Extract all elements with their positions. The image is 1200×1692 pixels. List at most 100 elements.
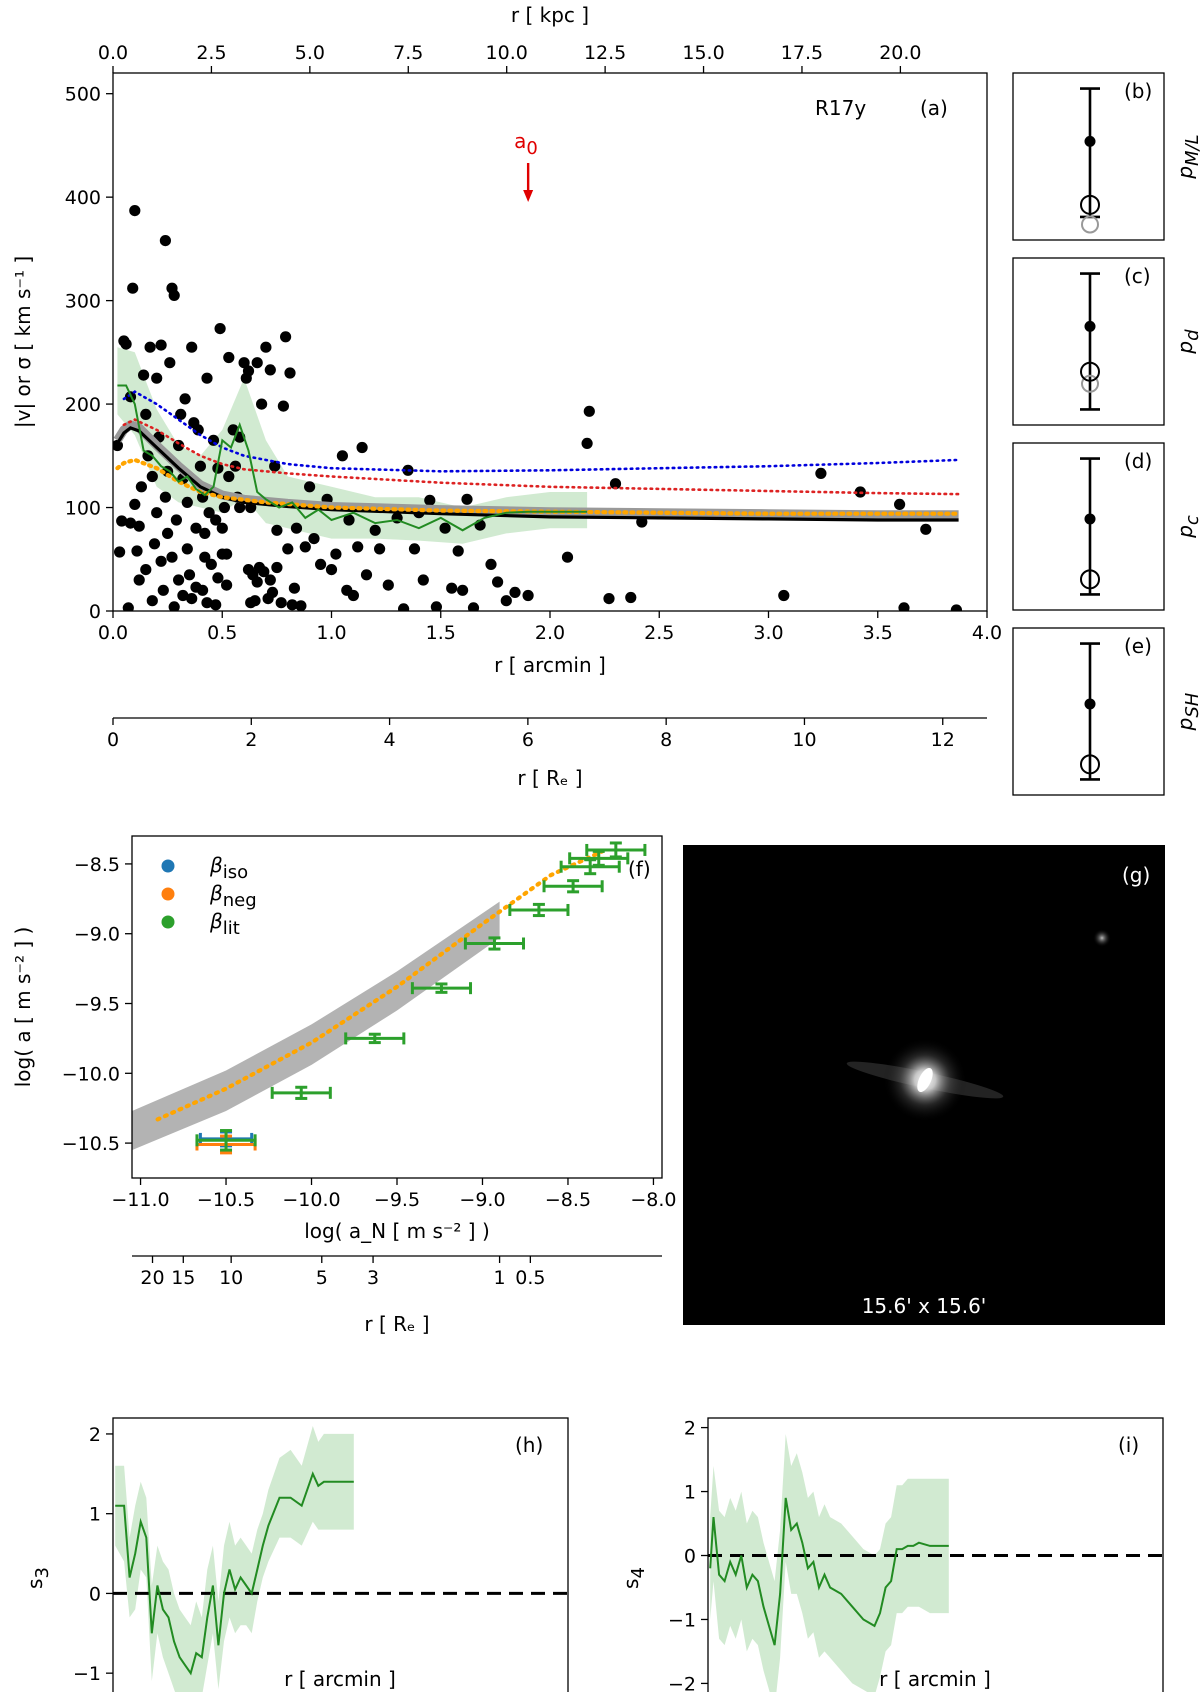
data-point bbox=[135, 481, 147, 493]
ylabel-sub: d bbox=[1182, 329, 1200, 341]
data-point bbox=[120, 338, 132, 350]
x-tick-label: −9.0 bbox=[459, 1189, 505, 1211]
y-tick-label: 1 bbox=[684, 1482, 696, 1504]
x-tick-label: 2.0 bbox=[535, 622, 565, 644]
data-point bbox=[155, 555, 167, 567]
data-point bbox=[129, 205, 141, 217]
data-point bbox=[175, 408, 187, 420]
data-point bbox=[408, 543, 421, 555]
data-point bbox=[299, 541, 311, 553]
moment-series-line bbox=[709, 1497, 949, 1646]
series-dotted-blue bbox=[122, 390, 960, 473]
data-point bbox=[113, 439, 123, 452]
rar-point-green bbox=[585, 841, 647, 859]
re-x-tick-label: 12 bbox=[931, 729, 955, 751]
data-point bbox=[290, 522, 303, 534]
data-point bbox=[284, 367, 296, 379]
ylabel-sub: SH bbox=[1182, 692, 1200, 717]
panel-f-ylabel: log( a [ m s⁻² ] ) bbox=[11, 927, 35, 1088]
data-point bbox=[295, 600, 307, 611]
panel-a-xlabel: r [ arcmin ] bbox=[494, 653, 606, 677]
background-galaxy bbox=[1093, 929, 1111, 947]
data-point bbox=[258, 566, 270, 578]
orange-dotted-relation bbox=[155, 849, 605, 1122]
top-x-tick-label: 5.0 bbox=[295, 42, 325, 64]
y-tick-label: 200 bbox=[65, 394, 101, 416]
rar-point-green bbox=[410, 982, 473, 995]
data-point bbox=[138, 369, 150, 381]
data-point bbox=[264, 364, 276, 376]
panel-a-axes: 0.0 0.5 1.0 1.5 2.0 2.5 3.0 3.5 4.00100200300400… bbox=[65, 42, 1002, 751]
top-x-tick-label: 10.0 bbox=[486, 42, 528, 64]
panel-a-rotation-curve: 0.0 0.5 1.0 1.5 2.0 2.5 3.0 3.5 4.00100200300400… bbox=[11, 3, 1002, 790]
panel-a-label: (a) bbox=[920, 96, 948, 120]
top-x-tick-label: 0.0 bbox=[98, 42, 128, 64]
data-point bbox=[398, 603, 410, 611]
data-point bbox=[898, 602, 910, 611]
data-point bbox=[424, 494, 436, 506]
data-point bbox=[950, 604, 962, 611]
re-x-tick-label: 10 bbox=[792, 729, 816, 751]
legend-entry: βneg bbox=[209, 881, 257, 911]
panel-c-label: (c) bbox=[1124, 264, 1151, 288]
x-tick-label: −8.5 bbox=[545, 1189, 591, 1211]
panel-d-label: (d) bbox=[1124, 449, 1152, 473]
legend-subscript: lit bbox=[223, 918, 240, 939]
data-point bbox=[234, 501, 246, 514]
x-tick-label: 2.5 bbox=[644, 622, 674, 644]
x-tick-label: 0.5 bbox=[207, 622, 237, 644]
legend-symbol: β bbox=[209, 881, 223, 905]
y-tick-label: −9.0 bbox=[74, 924, 120, 946]
re-x-tick-label: 4 bbox=[384, 729, 396, 751]
r-tick-label: 15 bbox=[171, 1267, 195, 1289]
panel-g-sky-image: (g) 15.6' x 15.6' bbox=[683, 845, 1165, 1325]
panel-i-ylabel: s4 bbox=[619, 1567, 649, 1589]
data-point bbox=[500, 595, 512, 607]
top-x-tick-label: 15.0 bbox=[682, 42, 724, 64]
r-tick-label: 20 bbox=[140, 1267, 164, 1289]
data-point bbox=[223, 470, 235, 483]
data-point bbox=[116, 515, 128, 527]
panel-f-rar: −11.0 −10.5 −10.0 −9.5 −9.0 −8.5 −8.0 −10.5 −10.… bbox=[11, 835, 677, 1336]
x-tick-label: 1.0 bbox=[316, 622, 346, 644]
y-tick-label: 400 bbox=[65, 187, 101, 209]
ylabel-main: p bbox=[1173, 525, 1197, 539]
legend-subscript: neg bbox=[223, 890, 257, 911]
top-x-tick-label: 17.5 bbox=[781, 42, 823, 64]
data-point bbox=[461, 493, 473, 505]
data-point bbox=[583, 405, 595, 417]
data-point bbox=[144, 341, 156, 353]
data-point bbox=[223, 351, 235, 364]
panel-b-ylabel: pM/L bbox=[1173, 134, 1200, 179]
a0-arrow-icon bbox=[523, 163, 534, 202]
ylabel-sub: c bbox=[1182, 515, 1200, 525]
data-point bbox=[336, 450, 348, 462]
data-point bbox=[142, 450, 154, 462]
confidence-band bbox=[115, 1426, 354, 1692]
panel-f-label: (f) bbox=[628, 857, 651, 881]
data-point bbox=[509, 586, 521, 599]
data-point bbox=[201, 597, 213, 609]
data-point bbox=[210, 514, 222, 526]
panel-e-label: (e) bbox=[1124, 634, 1152, 658]
data-point bbox=[146, 595, 158, 607]
data-point bbox=[177, 589, 189, 602]
data-point bbox=[242, 365, 255, 377]
data-point bbox=[183, 569, 196, 581]
open-marker-black bbox=[1080, 361, 1100, 382]
x-tick-label: −10.0 bbox=[282, 1189, 340, 1211]
panel-d-parameter: (d) pc bbox=[1012, 442, 1200, 611]
legend-symbol: β bbox=[209, 853, 223, 877]
panel-i-data-layer bbox=[708, 1434, 1163, 1692]
re-x-tick-label: 6 bbox=[522, 729, 534, 751]
panel-e-parameter: (e) pSH bbox=[1012, 627, 1200, 796]
data-point bbox=[170, 514, 182, 526]
panel-h-label: (h) bbox=[515, 1433, 543, 1457]
x-tick-label: −9.5 bbox=[374, 1189, 420, 1211]
y-tick-label: 100 bbox=[65, 498, 101, 520]
y-tick-label: −8.5 bbox=[74, 854, 120, 876]
y-tick-label: −9.5 bbox=[74, 994, 120, 1016]
panel-a-data-layer bbox=[113, 205, 962, 611]
